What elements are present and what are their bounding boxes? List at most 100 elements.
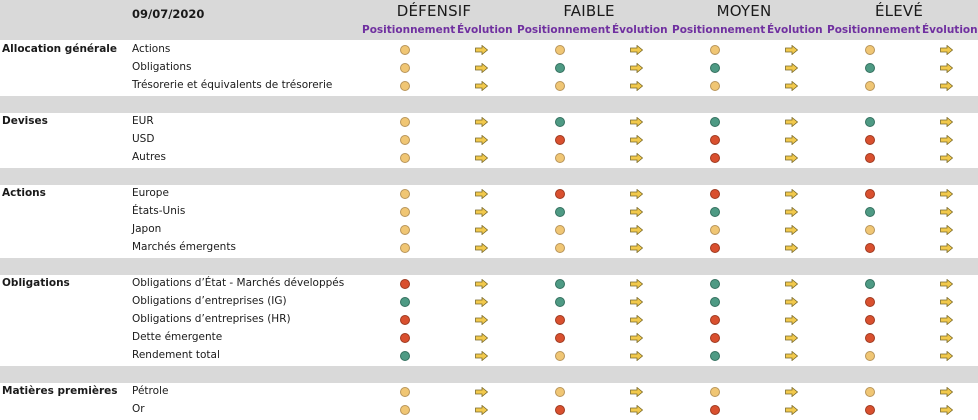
position-indicator-neutral — [865, 351, 875, 361]
position-indicator-neutral — [555, 387, 565, 397]
col-position-header: Positionnement — [827, 24, 921, 36]
position-indicator-positive — [400, 297, 410, 307]
position-indicator-neutral — [555, 153, 565, 163]
position-indicator-negative — [710, 153, 720, 163]
position-indicator-positive — [710, 279, 720, 289]
arrow-right-icon — [940, 135, 953, 145]
arrow-right-icon — [630, 315, 643, 325]
position-indicator-neutral — [400, 135, 410, 145]
position-indicator-neutral — [710, 81, 720, 91]
arrow-right-icon — [475, 63, 488, 73]
table-row: Obligations d’entreprises (HR) — [0, 311, 978, 329]
arrow-right-icon — [630, 207, 643, 217]
col-evolution-header: Évolution — [457, 24, 513, 36]
position-indicator-neutral — [555, 243, 565, 253]
position-indicator-positive — [555, 117, 565, 127]
section-separator — [0, 366, 978, 383]
arrow-right-icon — [785, 189, 798, 199]
position-indicator-negative — [865, 333, 875, 343]
arrow-right-icon — [785, 243, 798, 253]
arrow-right-icon — [630, 279, 643, 289]
position-indicator-negative — [555, 135, 565, 145]
profile-header-eleve: ÉLEVÉ — [874, 2, 924, 20]
arrow-right-icon — [940, 387, 953, 397]
position-indicator-neutral — [710, 45, 720, 55]
position-indicator-positive — [865, 63, 875, 73]
arrow-right-icon — [475, 207, 488, 217]
position-indicator-neutral — [400, 117, 410, 127]
position-indicator-positive — [555, 279, 565, 289]
arrow-right-icon — [940, 279, 953, 289]
table-row: Marchés émergents — [0, 239, 978, 257]
section-separator — [0, 168, 978, 185]
asset-label: Obligations d’État - Marchés développés — [132, 277, 345, 289]
position-indicator-negative — [555, 189, 565, 199]
position-indicator-neutral — [400, 243, 410, 253]
table-row: Japon — [0, 221, 978, 239]
table-row: Allocation générale Actions — [0, 41, 978, 59]
position-indicator-neutral — [400, 189, 410, 199]
table-row: Matières premières Pétrole — [0, 383, 978, 401]
arrow-right-icon — [785, 135, 798, 145]
arrow-right-icon — [940, 405, 953, 415]
position-indicator-negative — [555, 315, 565, 325]
arrow-right-icon — [630, 405, 643, 415]
asset-label: Europe — [132, 187, 169, 199]
arrow-right-icon — [940, 81, 953, 91]
arrow-right-icon — [940, 243, 953, 253]
arrow-right-icon — [785, 387, 798, 397]
position-indicator-negative — [400, 279, 410, 289]
col-position-header: Positionnement — [672, 24, 766, 36]
arrow-right-icon — [475, 45, 488, 55]
position-indicator-positive — [555, 207, 565, 217]
category-label: Obligations — [2, 277, 70, 289]
asset-label: Marchés émergents — [132, 241, 236, 253]
position-indicator-positive — [865, 117, 875, 127]
position-indicator-neutral — [865, 45, 875, 55]
arrow-right-icon — [475, 189, 488, 199]
position-indicator-positive — [865, 207, 875, 217]
arrow-right-icon — [475, 135, 488, 145]
position-indicator-negative — [865, 405, 875, 415]
section-separator — [0, 96, 978, 113]
position-indicator-neutral — [865, 387, 875, 397]
position-indicator-neutral — [400, 45, 410, 55]
arrow-right-icon — [940, 315, 953, 325]
position-indicator-negative — [710, 243, 720, 253]
profile-header-moyen: MOYEN — [716, 2, 772, 20]
position-indicator-positive — [710, 117, 720, 127]
arrow-right-icon — [475, 243, 488, 253]
arrow-right-icon — [630, 63, 643, 73]
arrow-right-icon — [940, 63, 953, 73]
asset-label: Or — [132, 403, 145, 415]
arrow-right-icon — [940, 225, 953, 235]
col-position-header: Positionnement — [362, 24, 456, 36]
asset-label: Pétrole — [132, 385, 169, 397]
arrow-right-icon — [940, 297, 953, 307]
position-indicator-neutral — [400, 225, 410, 235]
position-indicator-negative — [865, 153, 875, 163]
position-indicator-negative — [710, 405, 720, 415]
arrow-right-icon — [630, 225, 643, 235]
position-indicator-neutral — [400, 153, 410, 163]
asset-label: Obligations — [132, 61, 192, 73]
report-date: 09/07/2020 — [132, 7, 205, 21]
arrow-right-icon — [475, 153, 488, 163]
table-row: Dette émergente — [0, 329, 978, 347]
category-label: Matières premières — [2, 385, 118, 397]
profile-header-faible: FAIBLE — [563, 2, 615, 20]
position-indicator-neutral — [555, 351, 565, 361]
arrow-right-icon — [785, 153, 798, 163]
position-indicator-negative — [865, 243, 875, 253]
position-indicator-neutral — [400, 81, 410, 91]
position-indicator-negative — [865, 315, 875, 325]
position-indicator-negative — [555, 405, 565, 415]
arrow-right-icon — [475, 297, 488, 307]
table-row: Autres — [0, 149, 978, 167]
asset-label: Obligations d’entreprises (HR) — [132, 313, 291, 325]
arrow-right-icon — [940, 189, 953, 199]
position-indicator-positive — [400, 351, 410, 361]
col-evolution-header: Évolution — [767, 24, 823, 36]
arrow-right-icon — [940, 207, 953, 217]
asset-label: USD — [132, 133, 155, 145]
